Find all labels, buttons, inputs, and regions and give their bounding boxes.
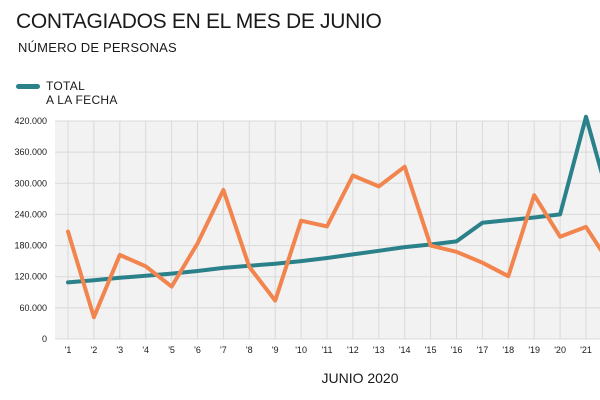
legend-label: TOTAL A LA FECHA — [46, 79, 118, 107]
x-axis-label: JUNIO 2020 — [321, 370, 399, 386]
x-tick-label: '15 — [425, 345, 437, 355]
x-tick-label: '21 — [580, 345, 592, 355]
x-tick-label: '14 — [399, 345, 411, 355]
legend-label-line1: TOTAL — [46, 79, 86, 93]
x-tick-label: '9 — [272, 345, 279, 355]
x-tick-label: '1 — [65, 345, 72, 355]
x-tick-label: '8 — [246, 345, 253, 355]
y-tick-label: 300.000 — [14, 178, 47, 188]
y-tick-label: 420.000 — [14, 116, 47, 126]
x-tick-label: '20 — [554, 345, 566, 355]
legend-swatch-total — [16, 84, 40, 89]
y-tick-label: 180.000 — [14, 241, 47, 251]
x-tick-label: '2 — [91, 345, 98, 355]
y-tick-label: 240.000 — [14, 209, 47, 219]
x-tick-label: '16 — [451, 345, 463, 355]
legend: TOTAL A LA FECHA — [16, 79, 118, 107]
y-tick-label: 120.000 — [14, 272, 47, 282]
series-line-daily — [66, 164, 600, 320]
y-tick-label: 360.000 — [14, 147, 47, 157]
x-tick-label: '19 — [528, 345, 540, 355]
x-tick-label: '12 — [347, 345, 359, 355]
x-tick-label: '17 — [477, 345, 489, 355]
y-tick-label: 60.000 — [19, 303, 47, 313]
x-tick-label: '5 — [168, 345, 175, 355]
x-tick-label: '13 — [373, 345, 385, 355]
x-tick-label: '3 — [116, 345, 123, 355]
x-tick-label: '7 — [220, 345, 227, 355]
legend-label-line2: A LA FECHA — [46, 93, 118, 107]
x-tick-label: '10 — [295, 345, 307, 355]
x-tick-label: '18 — [502, 345, 514, 355]
x-tick-label: '11 — [321, 345, 332, 355]
x-tick-label: '6 — [194, 345, 201, 355]
x-tick-label: '4 — [142, 345, 149, 355]
chart-title: CONTAGIADOS EN EL MES DE JUNIO — [16, 10, 382, 33]
y-tick-label: 0 — [42, 334, 47, 344]
chart-subtitle: NÚMERO DE PERSONAS — [18, 40, 177, 55]
